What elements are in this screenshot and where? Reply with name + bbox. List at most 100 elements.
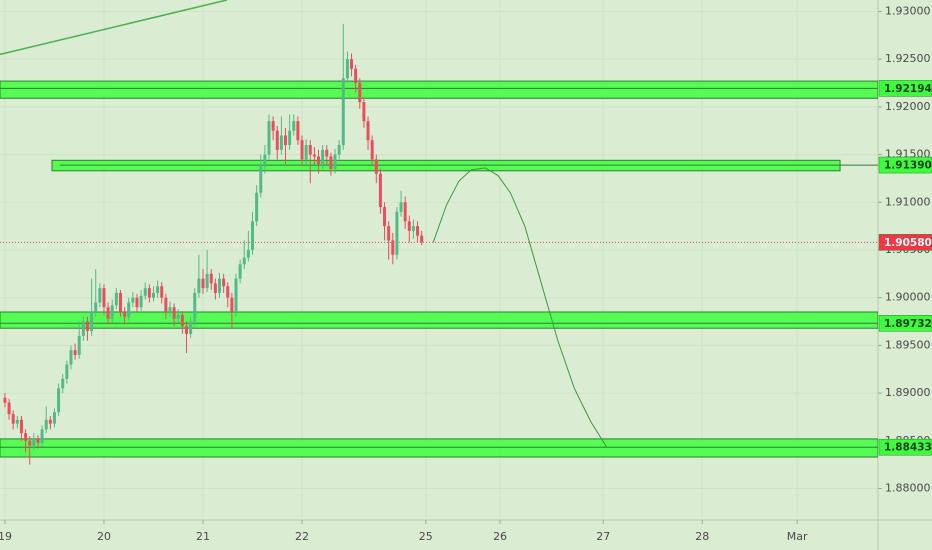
candle-body xyxy=(383,207,387,227)
x-tick-label: Mar xyxy=(787,530,808,543)
candle-body xyxy=(11,414,15,424)
candle-body xyxy=(123,312,127,317)
candle-body xyxy=(24,433,28,441)
candle-body xyxy=(259,164,263,193)
x-tick-label: 19 xyxy=(0,530,12,543)
candle-body xyxy=(374,159,378,174)
candle-body xyxy=(403,202,407,222)
candle-body xyxy=(176,314,180,319)
candle-body xyxy=(73,350,77,355)
candle-body xyxy=(288,130,292,146)
candle-body xyxy=(19,419,23,434)
candle-body xyxy=(300,140,304,160)
y-tick-label: 1.90000 xyxy=(885,291,931,304)
candle-body xyxy=(354,68,358,84)
candle-body xyxy=(399,202,403,212)
candle-body xyxy=(218,278,221,293)
candle-body xyxy=(94,302,98,312)
last-price-label-box xyxy=(878,234,932,251)
candle-body xyxy=(61,378,65,389)
candle-body xyxy=(296,121,300,141)
candle-body xyxy=(52,412,56,424)
candle-body xyxy=(234,278,238,312)
candle-body xyxy=(337,145,341,155)
candle-body xyxy=(127,302,131,317)
y-tick-label: 1.92500 xyxy=(885,52,931,65)
candle-body xyxy=(131,297,135,303)
candle-body xyxy=(279,135,283,150)
y-tick-label: 1.91000 xyxy=(885,195,931,208)
y-tick-label: 1.88000 xyxy=(885,482,931,495)
candle-body xyxy=(226,286,230,298)
zone xyxy=(0,80,878,99)
candle-body xyxy=(230,297,234,312)
candle-body xyxy=(102,288,106,308)
candle-body xyxy=(160,286,164,298)
candle-body xyxy=(304,145,308,160)
candle-body xyxy=(378,173,382,208)
candle-body xyxy=(193,292,197,322)
candle-body xyxy=(341,78,345,146)
candle-body xyxy=(57,388,61,413)
candle-body xyxy=(156,286,160,293)
candle-body xyxy=(184,326,188,334)
zone-label-box xyxy=(878,156,932,174)
candle-body xyxy=(358,83,362,103)
x-tick-label: 22 xyxy=(295,530,309,543)
zone-label: 1.91390 xyxy=(884,160,932,172)
candle-body xyxy=(106,307,110,319)
candle-body xyxy=(213,283,217,293)
candle-body xyxy=(48,419,52,424)
projection-path xyxy=(432,167,608,448)
candle-body xyxy=(391,240,395,255)
plot xyxy=(0,0,878,520)
candle-body xyxy=(114,292,118,306)
zone-label-box xyxy=(878,315,932,332)
candle-body xyxy=(416,226,420,236)
candle-body xyxy=(350,59,354,69)
candle-body xyxy=(238,264,242,279)
candle-body xyxy=(308,145,312,155)
candle-body xyxy=(168,307,172,312)
candle-body xyxy=(222,278,226,287)
candle-body xyxy=(284,135,288,146)
candle-body xyxy=(407,221,411,231)
candle-body xyxy=(345,59,349,79)
candle-body xyxy=(32,438,36,446)
candle-body xyxy=(242,257,246,265)
candle-body xyxy=(312,154,316,157)
candle-body xyxy=(275,130,279,150)
candle-body xyxy=(164,297,168,312)
candle-body xyxy=(292,121,296,131)
candle-body xyxy=(420,235,424,243)
x-tick-label: 28 xyxy=(695,530,709,543)
zone-label-box xyxy=(878,438,932,456)
candle-body xyxy=(172,307,176,319)
candle-body xyxy=(110,305,114,319)
candle-body xyxy=(209,273,213,284)
candle-body xyxy=(7,402,11,415)
y-tick-label: 1.89500 xyxy=(885,338,931,351)
candle-body xyxy=(395,211,399,255)
candle-body xyxy=(263,154,267,165)
candle-body xyxy=(85,321,89,332)
zone-label-box xyxy=(878,80,932,97)
candle-body xyxy=(151,292,155,298)
candle-body xyxy=(90,312,94,332)
candle-body xyxy=(28,440,32,446)
candle-body xyxy=(411,226,415,231)
x-tick-label: 27 xyxy=(596,530,610,543)
candle-body xyxy=(189,321,193,334)
candle-body xyxy=(387,226,391,241)
candle-body xyxy=(98,288,102,303)
x-tick-label: 21 xyxy=(196,530,210,543)
candle-body xyxy=(36,438,40,443)
candle-body xyxy=(81,321,85,336)
candle-body xyxy=(329,156,333,169)
candle-body xyxy=(180,314,184,327)
candle-body xyxy=(362,102,366,122)
candle-body xyxy=(325,149,329,157)
candle-body xyxy=(271,121,275,131)
